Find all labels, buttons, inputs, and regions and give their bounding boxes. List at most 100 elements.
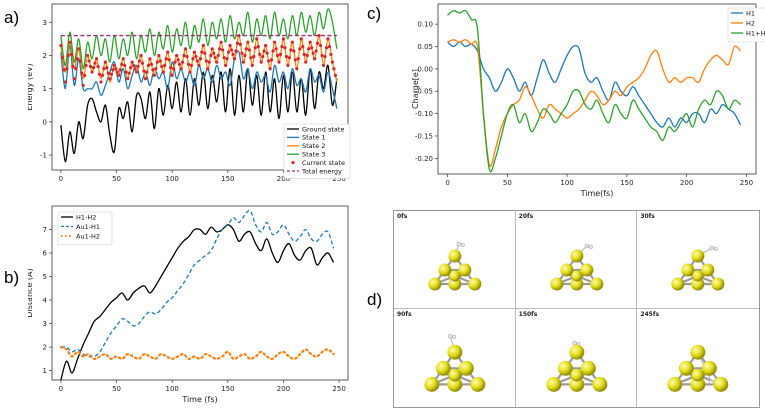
snapshot-time-label: 20fs	[518, 213, 534, 220]
hydrogen-atom	[709, 379, 715, 385]
data-point	[173, 60, 177, 64]
data-point	[332, 67, 336, 71]
gold-cluster-image	[549, 243, 603, 291]
data-point	[333, 73, 337, 77]
gold-cluster-image	[671, 245, 725, 291]
data-point	[154, 67, 158, 71]
panel-label-d: d)	[367, 290, 383, 309]
x-tick-label: 150	[221, 175, 234, 182]
gold-cluster-image	[667, 344, 729, 392]
data-point	[235, 41, 240, 45]
data-point	[305, 53, 309, 58]
gold-atom	[711, 277, 725, 291]
gold-atom	[447, 344, 463, 360]
data-point	[327, 45, 332, 49]
data-point	[160, 64, 164, 69]
data-point	[280, 45, 284, 49]
data-point	[108, 77, 112, 81]
data-point	[250, 63, 254, 68]
legend: H1 H2 H1+H2	[727, 7, 765, 43]
legend-entry: State 2	[302, 142, 325, 150]
data-point	[68, 40, 72, 44]
legend-entry: Ground state	[302, 125, 344, 133]
gold-atom	[702, 360, 718, 376]
snapshot-time-label: 30fs	[640, 213, 655, 220]
data-point	[83, 73, 87, 77]
data-point	[75, 57, 79, 61]
data-point	[197, 63, 201, 68]
x-tick-label: 250	[740, 179, 753, 187]
hydrogen-atom	[571, 340, 577, 346]
hydrogen-atom	[456, 241, 462, 247]
data-point	[170, 73, 174, 77]
data-point	[203, 51, 207, 55]
data-point	[155, 60, 159, 64]
data-point	[179, 67, 183, 71]
data-point	[62, 68, 66, 72]
x-tick-label: 50	[112, 175, 121, 182]
data-point	[194, 54, 198, 59]
series-h1-h2	[60, 224, 335, 380]
data-point	[136, 64, 140, 69]
data-point	[247, 48, 251, 52]
data-point	[216, 53, 220, 58]
data-point	[90, 70, 94, 74]
gold-atom	[692, 270, 704, 282]
y-tick-label: 1	[43, 85, 47, 93]
x-tick-label: 250	[332, 385, 345, 393]
y-tick-label: 6	[43, 250, 48, 258]
data-point	[65, 67, 69, 71]
data-point	[253, 46, 257, 50]
data-point	[200, 50, 204, 54]
data-point	[176, 58, 180, 62]
data-point	[109, 72, 113, 76]
legend-entry: H1	[746, 9, 755, 17]
gold-atom	[589, 277, 603, 291]
data-point	[86, 53, 90, 58]
legend-entry: H2	[746, 19, 755, 27]
data-point	[132, 63, 136, 68]
snapshot-cell: 20fs	[515, 211, 638, 309]
data-point	[222, 56, 226, 60]
y-axis-label: Energy (eV)	[28, 63, 34, 110]
series-ground-state	[60, 64, 338, 163]
data-point	[146, 63, 151, 68]
data-point	[318, 43, 323, 48]
data-point	[330, 60, 335, 64]
data-point	[133, 67, 137, 71]
data-point	[78, 59, 82, 63]
gold-atom	[549, 277, 563, 291]
gold-atom	[447, 376, 463, 392]
x-axis-label: Time(fs)	[580, 189, 614, 198]
data-point	[80, 71, 84, 75]
data-point	[226, 50, 231, 54]
snapshot-time-label: 90fs	[397, 311, 412, 318]
data-point	[157, 53, 161, 58]
data-point	[188, 70, 192, 74]
data-point	[149, 62, 154, 66]
x-tick-label: 0	[59, 175, 63, 182]
series-state-3	[60, 8, 338, 70]
data-point	[272, 40, 277, 44]
data-point	[96, 64, 100, 69]
gold-atom	[458, 263, 472, 277]
data-point	[225, 57, 229, 61]
x-tick-label: 50	[503, 179, 512, 187]
data-point	[252, 54, 256, 59]
data-point	[103, 60, 108, 64]
y-tick-label: 4	[43, 297, 48, 305]
gold-atom	[667, 376, 683, 392]
data-point	[210, 47, 214, 51]
data-point	[172, 67, 176, 71]
data-point	[298, 47, 302, 51]
data-point	[228, 43, 232, 48]
data-point	[182, 53, 186, 58]
x-tick-label: 150	[620, 179, 633, 187]
data-point	[91, 66, 96, 70]
gold-atom	[448, 368, 462, 382]
snapshot-cell: 150fs	[516, 309, 638, 407]
data-point	[277, 60, 281, 64]
data-point	[81, 83, 85, 87]
x-tick-label: 0	[59, 385, 63, 393]
data-point	[314, 49, 318, 53]
